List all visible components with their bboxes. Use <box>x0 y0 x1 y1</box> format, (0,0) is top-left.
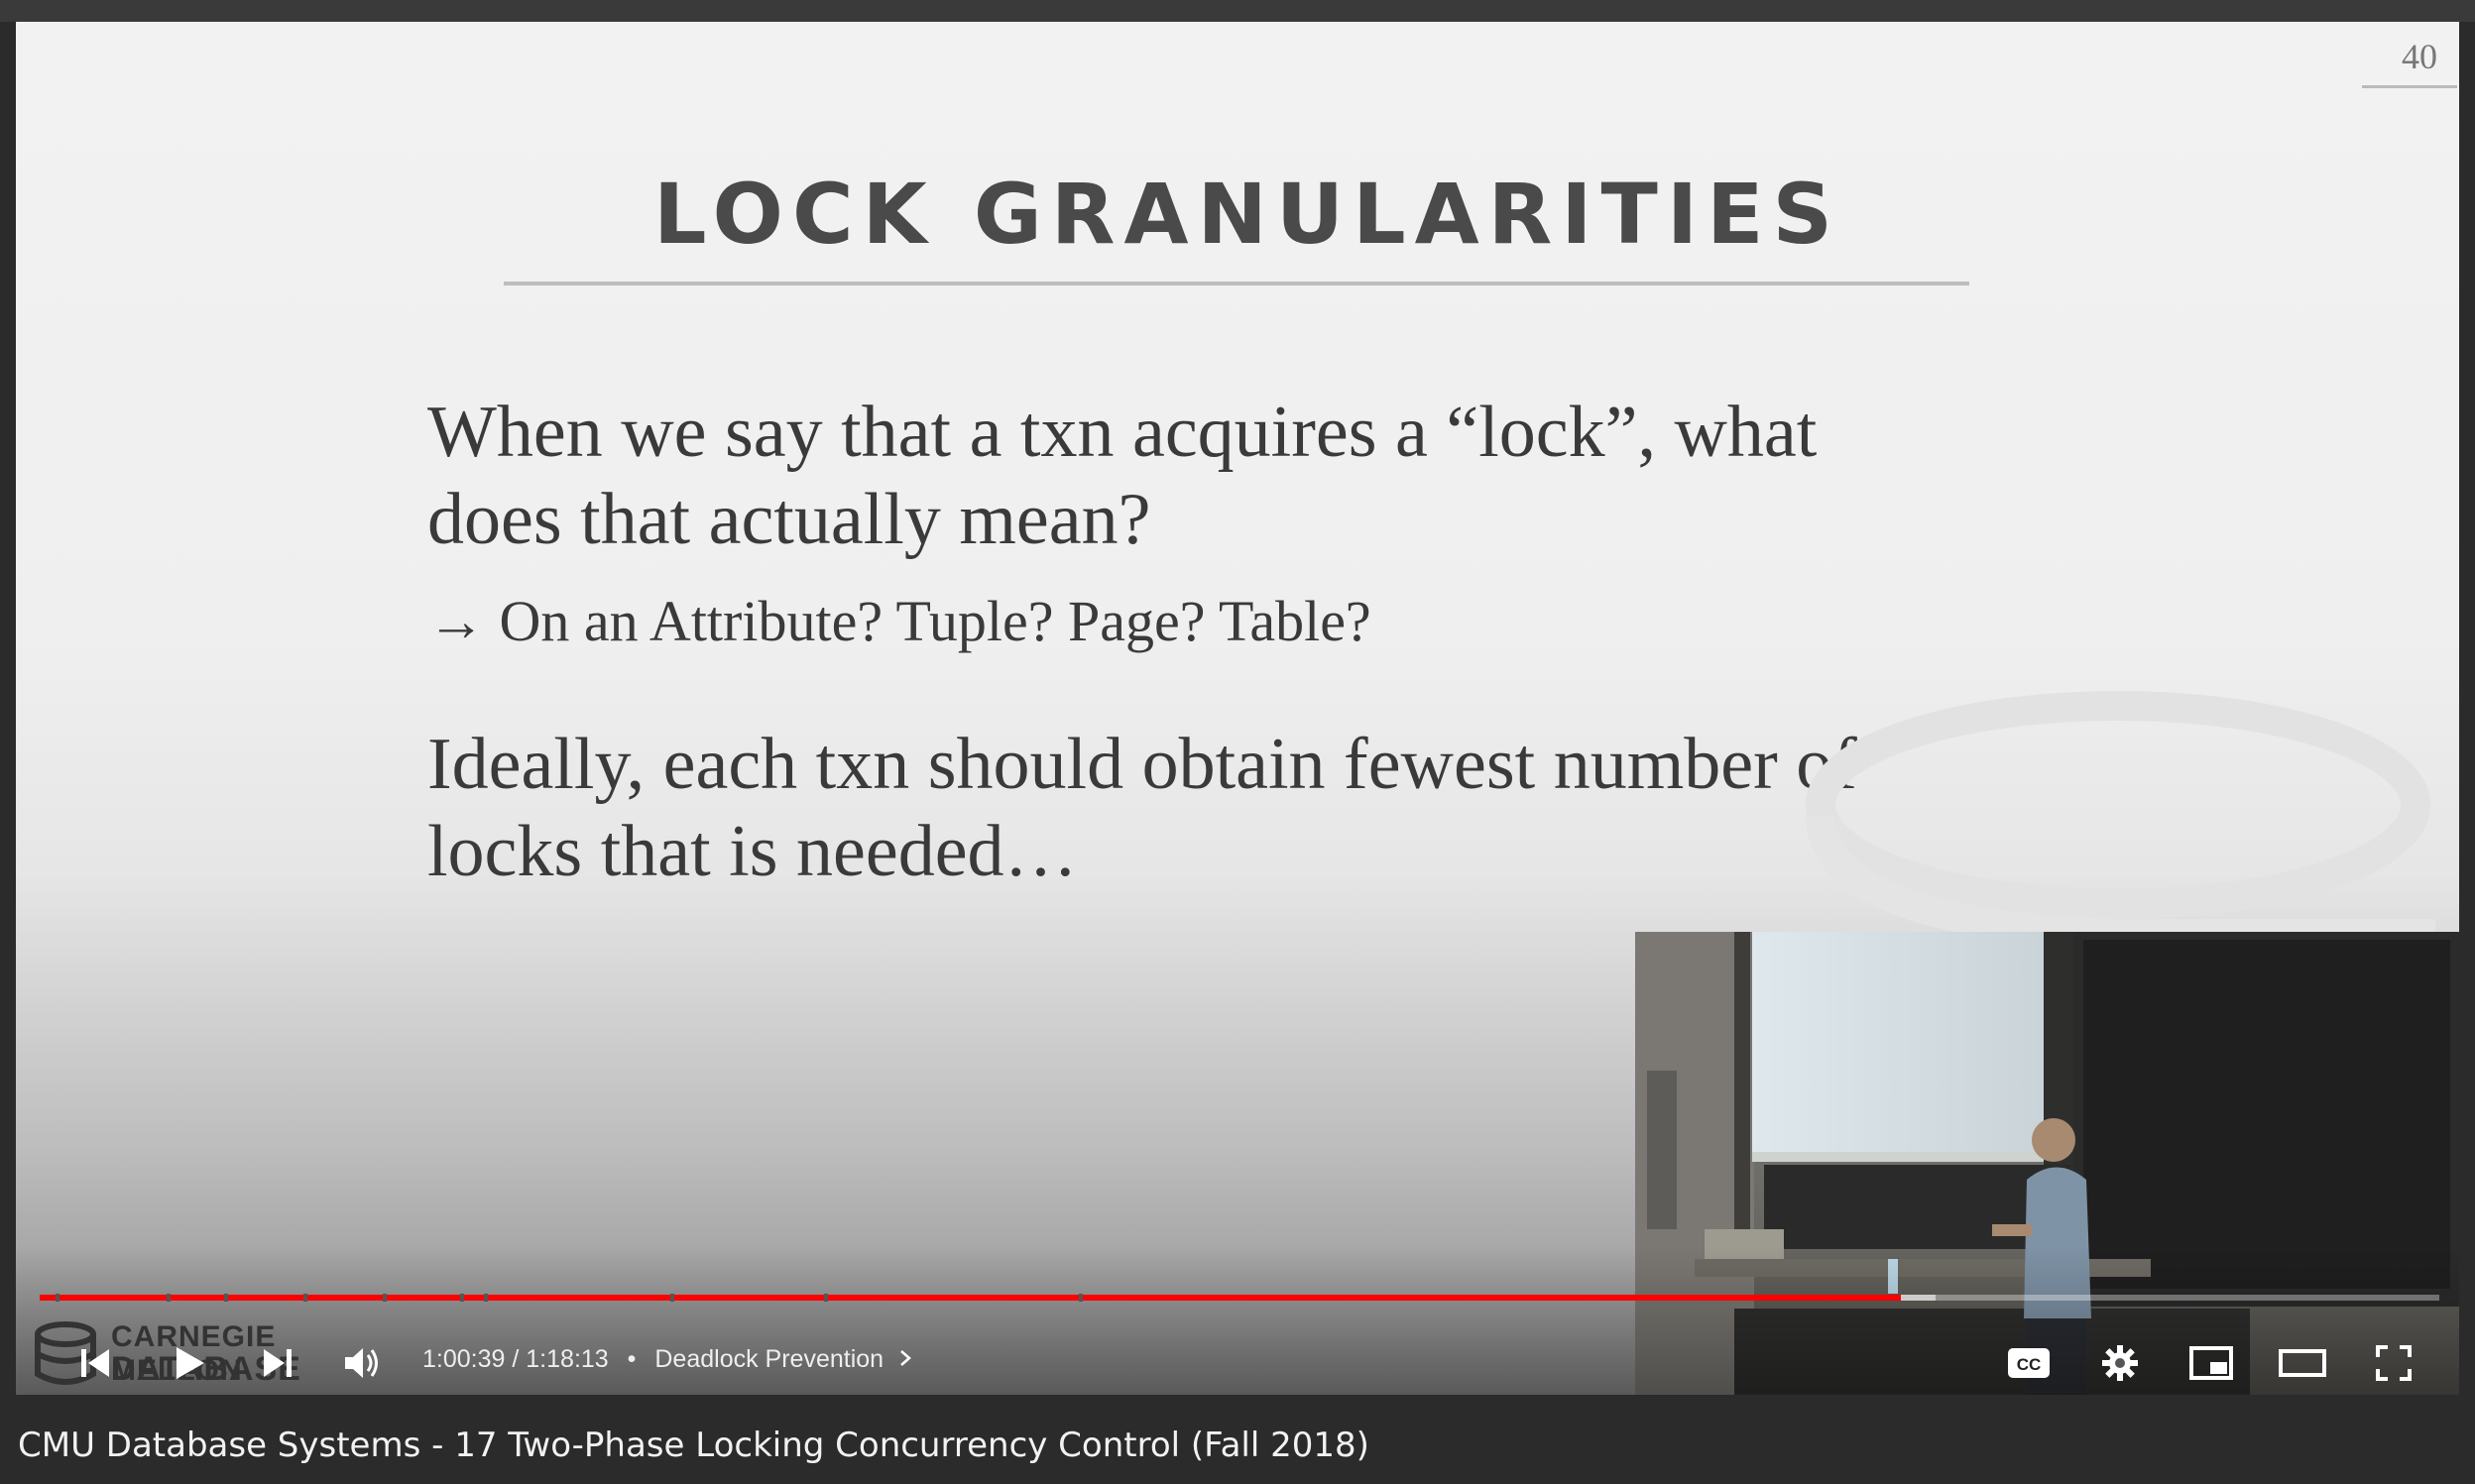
slide-sub-bullet: → On an Attribute? Tuple? Page? Table? <box>427 589 1371 653</box>
slide-bullet-2: Ideally, each txn should obtain fewest n… <box>427 721 2054 895</box>
theater-mode-icon <box>2279 1349 2326 1377</box>
video-player[interactable]: 40 LOCK GRANULARITIES When we say that a… <box>16 22 2459 1395</box>
current-time: 1:00:39 <box>422 1345 506 1373</box>
duration: 1:18:13 <box>526 1345 609 1373</box>
play-button[interactable] <box>161 1335 216 1391</box>
window-top-bar <box>0 0 2475 22</box>
fullscreen-button[interactable] <box>2364 1335 2423 1391</box>
gear-icon <box>2102 1345 2138 1381</box>
theater-mode-button[interactable] <box>2273 1335 2332 1391</box>
chapter-marker <box>167 1294 172 1302</box>
fullscreen-icon <box>2376 1345 2412 1381</box>
slide-number-rule <box>2362 85 2457 88</box>
time-display: 1:00:39 / 1:18:13 • Deadlock Prevention <box>422 1345 912 1374</box>
cc-icon: CC <box>2008 1348 2050 1378</box>
chapter-marker <box>303 1294 308 1302</box>
settings-button[interactable] <box>2090 1335 2150 1391</box>
slide-frame: 40 LOCK GRANULARITIES When we say that a… <box>16 22 2459 1395</box>
lecturer-camera-inset <box>1635 932 2459 1395</box>
logo-line-1: CARNEGIE MELLON <box>111 1320 277 1387</box>
skip-previous-icon <box>81 1349 109 1377</box>
progress-bar[interactable] <box>40 1294 2439 1302</box>
title-divider <box>504 282 1969 285</box>
database-watermark-graphic <box>1806 691 2435 944</box>
miniplayer-button[interactable] <box>2181 1335 2241 1391</box>
volume-button[interactable] <box>333 1335 389 1391</box>
controls-overlay <box>16 1246 2459 1395</box>
chapter-marker <box>55 1294 59 1302</box>
previous-button[interactable] <box>67 1335 123 1391</box>
chapter-marker <box>459 1294 464 1302</box>
time-separator: / <box>512 1345 520 1373</box>
chapter-marker <box>1078 1294 1083 1302</box>
chapter-title-link[interactable]: Deadlock Prevention <box>654 1345 884 1373</box>
slide-title: LOCK GRANULARITIES <box>653 166 1841 263</box>
cc-label: CC <box>2017 1355 2042 1374</box>
chapter-marker <box>824 1294 829 1302</box>
chevron-right-icon[interactable] <box>898 1345 912 1373</box>
chapter-marker <box>383 1294 388 1302</box>
slide-bullet-1-line-2: does that actually mean? <box>427 479 1151 560</box>
chapter-marker <box>224 1294 229 1302</box>
next-button[interactable] <box>250 1335 305 1391</box>
chapter-marker <box>483 1294 488 1302</box>
chapter-dot: • <box>627 1345 637 1373</box>
progress-played <box>40 1295 1901 1301</box>
volume-icon <box>345 1348 378 1378</box>
slide-number: 40 <box>2402 37 2437 76</box>
slide-bullet-2-line-1: Ideally, each txn should obtain fewest n… <box>427 724 1857 805</box>
skip-next-icon <box>264 1349 292 1377</box>
slide-bullet-2-line-2: locks that is needed… <box>427 811 1078 892</box>
chapter-marker <box>670 1294 675 1302</box>
captions-button[interactable]: CC <box>1999 1335 2059 1391</box>
slide-bullet-1: When we say that a txn acquires a “lock”… <box>427 389 2054 563</box>
slide-bullet-1-line-1: When we say that a txn acquires a “lock”… <box>427 392 1818 473</box>
lecture-room-image <box>1635 932 2459 1395</box>
miniplayer-icon <box>2189 1346 2233 1380</box>
database-logo-icon <box>35 1321 96 1385</box>
play-icon <box>177 1347 204 1379</box>
video-title[interactable]: CMU Database Systems - 17 Two-Phase Lock… <box>18 1426 1369 1465</box>
carnegie-mellon-database-group-logo: CARNEGIE MELLON DATABASE GROUP <box>32 1320 389 1395</box>
